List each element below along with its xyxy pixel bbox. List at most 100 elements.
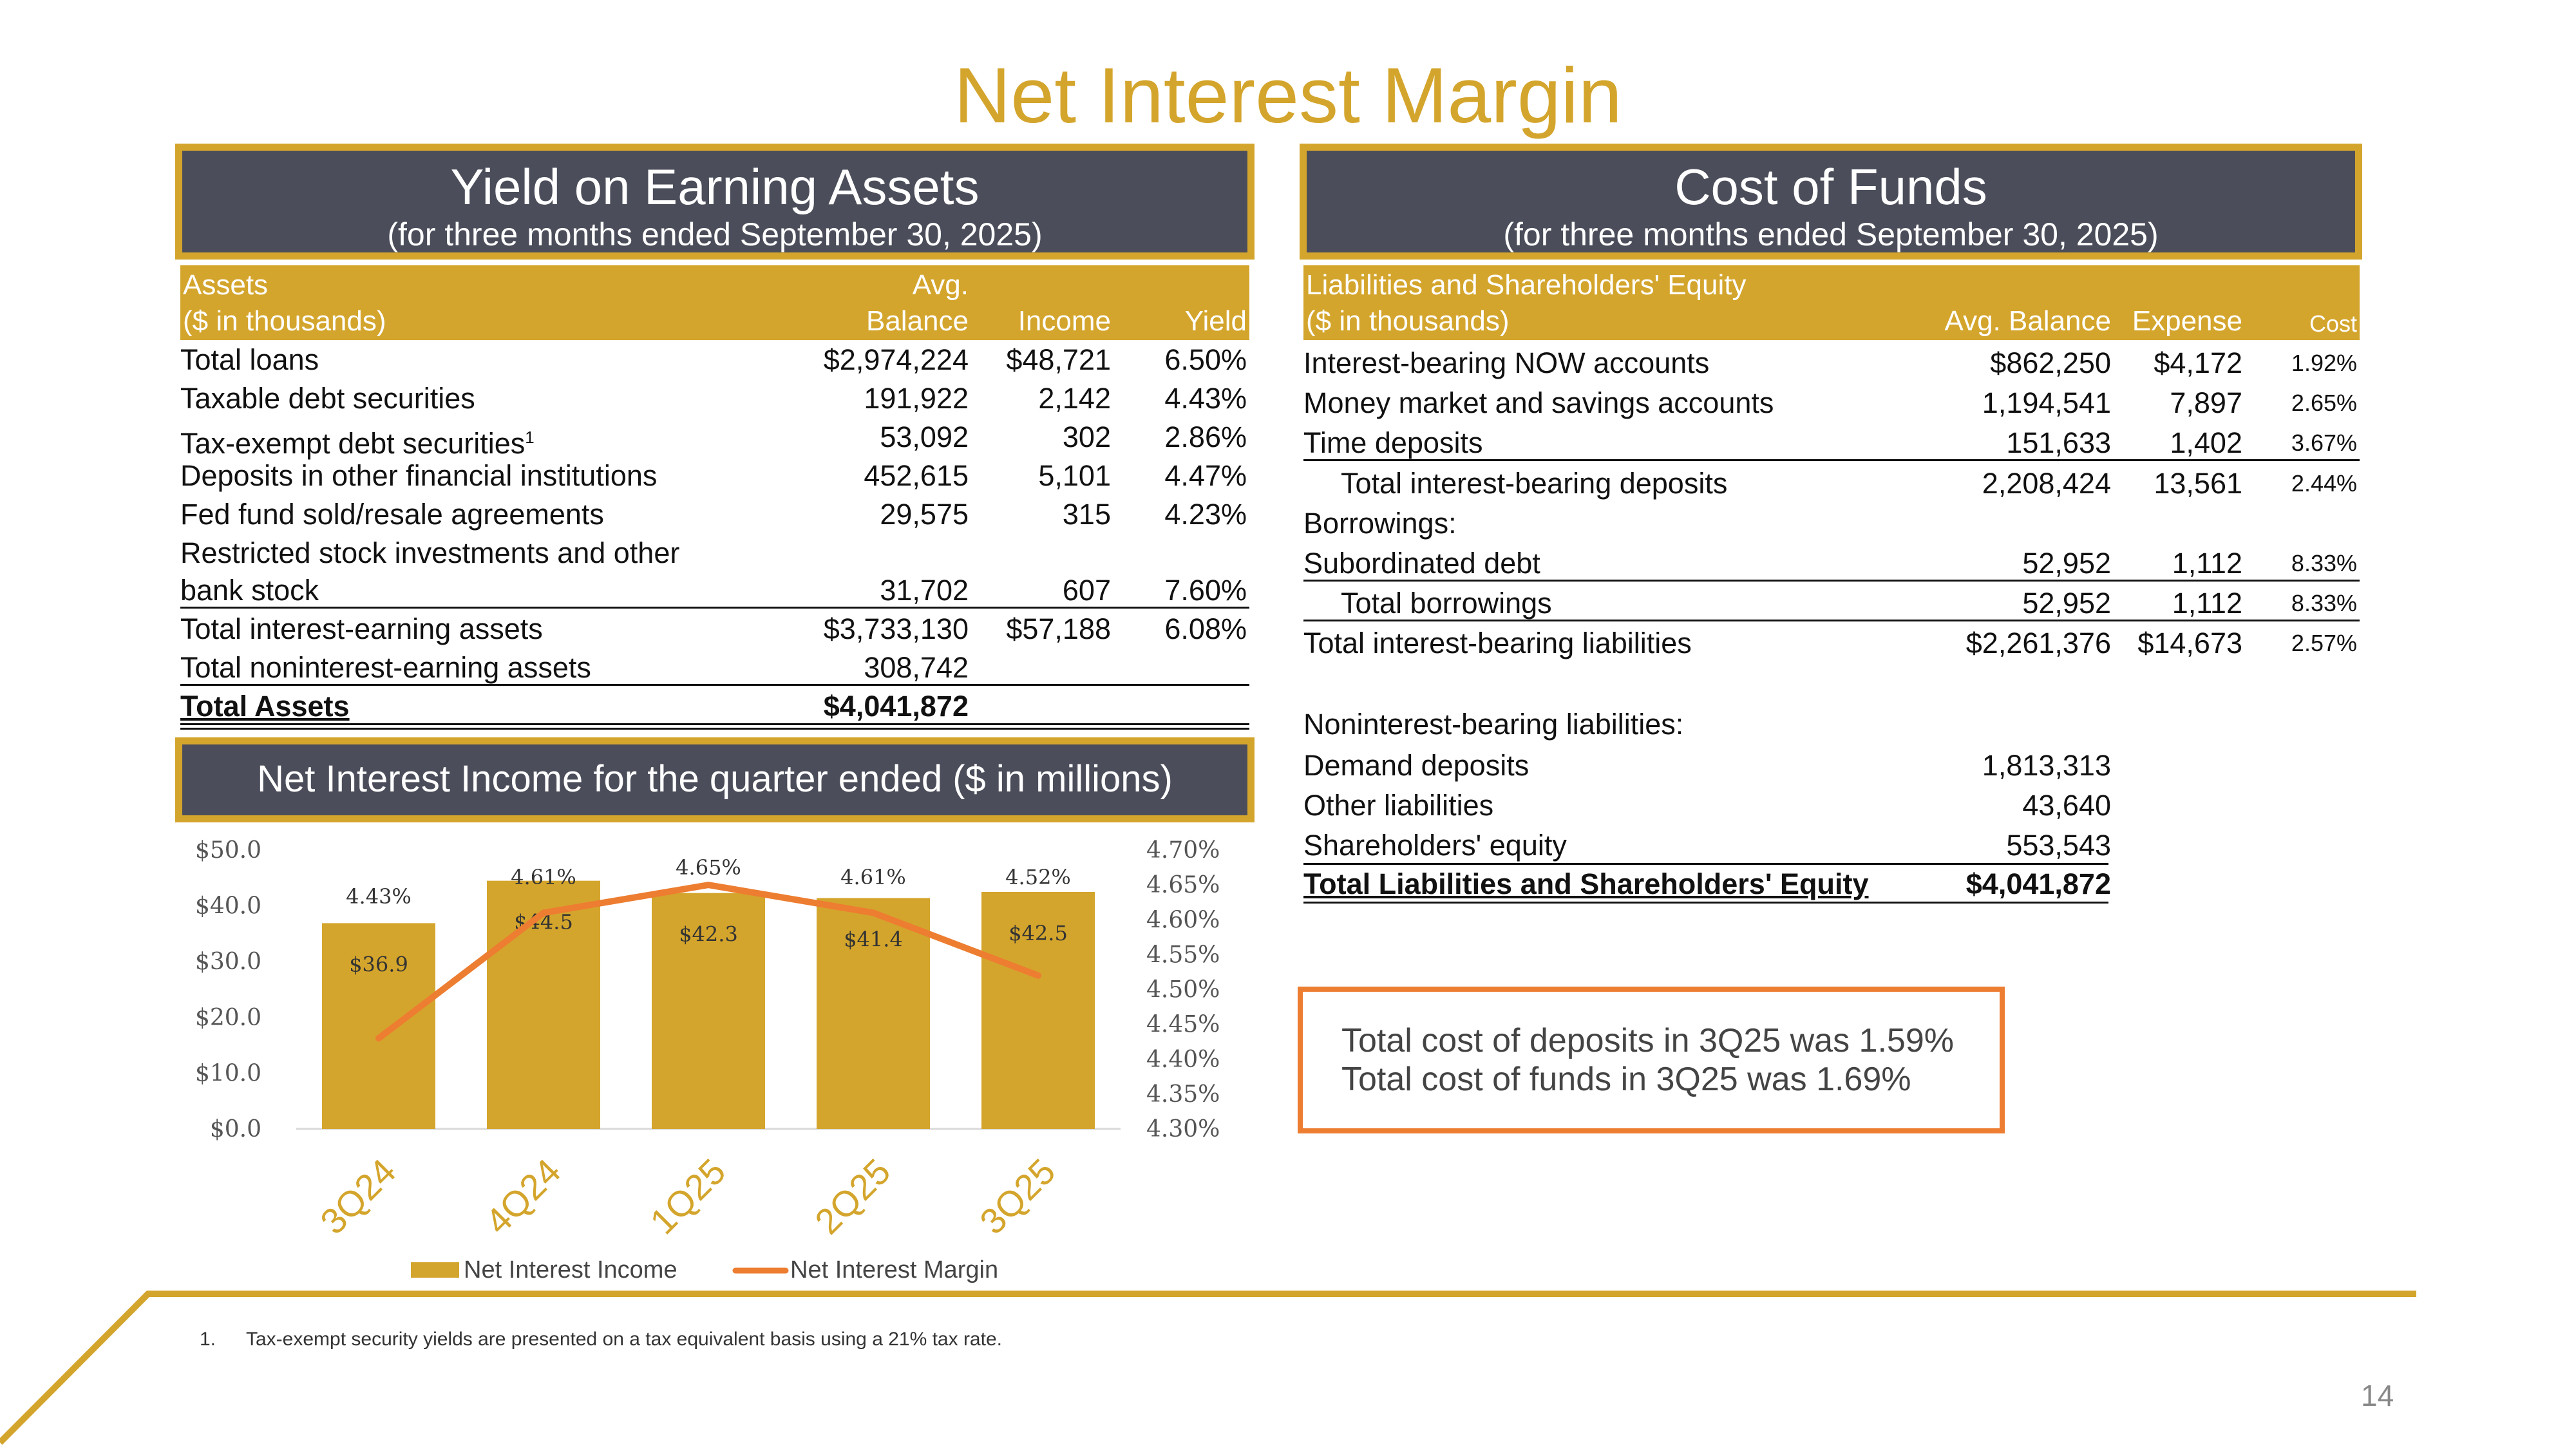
- nim-value-label: 4.61%: [840, 865, 906, 889]
- right-tick-label: 4.70%: [1146, 837, 1220, 864]
- row-expense: 13,561: [2154, 467, 2242, 500]
- legend-swatch-bar: [411, 1262, 459, 1278]
- right-tick-label: 4.45%: [1146, 1012, 1220, 1038]
- row-income: 5,101: [1038, 459, 1111, 492]
- bar-2Q25: [817, 898, 930, 1129]
- bar-value-label: $42.5: [1009, 921, 1068, 945]
- right-tick-label: 4.65%: [1146, 872, 1220, 898]
- row-cost: 2.65%: [2291, 390, 2357, 416]
- divider: [1303, 459, 2360, 461]
- cost-note-box: Total cost of deposits in 3Q25 was 1.59%…: [1298, 987, 2005, 1133]
- category-label: 2Q25: [807, 1151, 898, 1242]
- row-income: 607: [1062, 574, 1111, 607]
- row-label-cont: bank stock: [180, 574, 319, 607]
- line-series: [375, 882, 1041, 1042]
- row-balance: 1,813,313: [1982, 749, 2111, 782]
- right-tick-label: 4.40%: [1146, 1046, 1220, 1073]
- divider: [180, 728, 1249, 730]
- page-title: Net Interest Margin: [954, 52, 1622, 139]
- row-yield: 7.60%: [1164, 574, 1247, 607]
- row-label: Money market and savings accounts: [1303, 386, 1774, 419]
- col-units: ($ in thousands): [1306, 305, 1510, 337]
- col-units: ($ in thousands): [183, 305, 386, 337]
- row-income: 315: [1062, 498, 1111, 531]
- cost-heading: Cost of Funds: [1674, 158, 1987, 215]
- footnote-number: 1.: [200, 1329, 216, 1350]
- row-yield: 4.23%: [1164, 498, 1247, 531]
- cost-panel-heading: Cost of Funds (for three months ended Se…: [1300, 144, 2362, 260]
- nim-value-label: 4.61%: [511, 865, 576, 889]
- note-line-2: Total cost of funds in 3Q25 was 1.69%: [1341, 1061, 1911, 1098]
- left-tick-label: $40.0: [195, 893, 261, 920]
- row-label: Interest-bearing NOW accounts: [1303, 346, 1710, 379]
- divider: [1303, 620, 2360, 621]
- cost-subheading: (for three months ended September 30, 20…: [1503, 216, 2159, 252]
- cost-table-header: Liabilities and Shareholders' Equity ($ …: [1303, 265, 2360, 340]
- row-expense: 1,402: [2170, 426, 2242, 459]
- divider: [180, 723, 1249, 725]
- col-assets: Assets: [183, 269, 269, 301]
- category-label: 4Q24: [477, 1151, 568, 1242]
- row-label: Total noninterest-earning assets: [180, 651, 591, 684]
- row-income: 2,142: [1038, 382, 1111, 415]
- row-label: Other liabilities: [1303, 789, 1494, 822]
- category-label: 3Q25: [972, 1151, 1063, 1242]
- right-tick-label: 4.35%: [1146, 1081, 1220, 1108]
- gold-decoration: [0, 1291, 2416, 1445]
- row-label: Total interest-earning assets: [180, 612, 543, 645]
- row-cost: 2.44%: [2291, 470, 2357, 497]
- nim-value-label: 4.65%: [676, 855, 741, 880]
- left-axis: $50.0 $40.0 $30.0 $20.0 $10.0 $0.0: [195, 837, 1121, 1142]
- row-label: Total Liabilities and Shareholders' Equi…: [1303, 867, 1869, 900]
- note-line-1: Total cost of deposits in 3Q25 was 1.59%: [1341, 1022, 1954, 1059]
- chart-heading: Net Interest Income for the quarter ende…: [257, 758, 1173, 800]
- row-balance: $862,250: [1990, 346, 2111, 379]
- row-expense: $14,673: [2137, 627, 2242, 659]
- row-label: Fed fund sold/resale agreements: [180, 498, 604, 531]
- col-avg-balance: Avg. Balance: [1944, 305, 2111, 337]
- category-label: 1Q25: [642, 1151, 733, 1242]
- footnote-marker: 1: [525, 428, 535, 447]
- bar-4Q24: [487, 880, 600, 1129]
- row-cost: 8.33%: [2291, 550, 2357, 576]
- row-balance: 52,952: [2022, 587, 2111, 620]
- bar-labels: $36.9$44.5$42.3 $41.4 $42.5: [349, 910, 1068, 977]
- legend-nii: Net Interest Income: [464, 1256, 677, 1283]
- bar-3Q25: [981, 891, 1095, 1129]
- divider: [1303, 863, 2108, 865]
- row-label: Noninterest-bearing liabilities:: [1303, 708, 1684, 741]
- row-balance: $4,041,872: [823, 690, 969, 723]
- row-balance: 29,575: [880, 498, 969, 531]
- col-balance: Balance: [866, 305, 969, 337]
- left-tick-label: $20.0: [195, 1005, 261, 1031]
- divider: [180, 607, 1249, 609]
- row-balance: $4,041,872: [1965, 867, 2111, 900]
- row-balance: 553,543: [2006, 829, 2111, 862]
- row-label: Total borrowings: [1341, 587, 1552, 620]
- legend-nim: Net Interest Margin: [790, 1256, 998, 1283]
- row-balance: 191,922: [864, 382, 969, 415]
- footnote-text: Tax-exempt security yields are presented…: [246, 1329, 1002, 1350]
- row-balance: 1,194,541: [1982, 386, 2111, 419]
- row-yield: 4.47%: [1164, 459, 1247, 492]
- right-axis: 4.70% 4.65% 4.60% 4.55% 4.50% 4.45% 4.40% 4.35%…: [1146, 837, 1220, 1142]
- row-balance: $2,261,376: [1965, 627, 2111, 659]
- row-expense: $4,172: [2154, 346, 2242, 379]
- row-label: Total loans: [180, 343, 319, 376]
- row-label: Restricted stock investments and other: [180, 536, 680, 569]
- row-label: Subordinated debt: [1303, 547, 1540, 580]
- row-label-text: Tax-exempt debt securities: [180, 427, 526, 460]
- right-tick-label: 4.55%: [1146, 942, 1220, 968]
- row-balance: 2,208,424: [1982, 467, 2111, 500]
- row-yield: 6.08%: [1164, 612, 1247, 645]
- row-income: $57,188: [1006, 612, 1111, 645]
- right-tick-label: 4.60%: [1146, 907, 1220, 933]
- row-balance: 308,742: [864, 651, 969, 684]
- row-income: $48,721: [1006, 343, 1111, 376]
- left-tick-label: $10.0: [195, 1060, 261, 1086]
- divider: [1303, 580, 2360, 582]
- row-balance: $2,974,224: [823, 343, 969, 376]
- yield-panel-heading: Yield on Earning Assets (for three month…: [175, 144, 1255, 260]
- col-yield: Yield: [1184, 305, 1247, 337]
- nim-value-label: 4.43%: [346, 884, 412, 909]
